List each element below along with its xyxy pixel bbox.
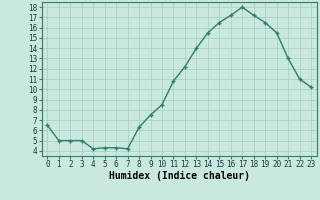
X-axis label: Humidex (Indice chaleur): Humidex (Indice chaleur)	[109, 171, 250, 181]
